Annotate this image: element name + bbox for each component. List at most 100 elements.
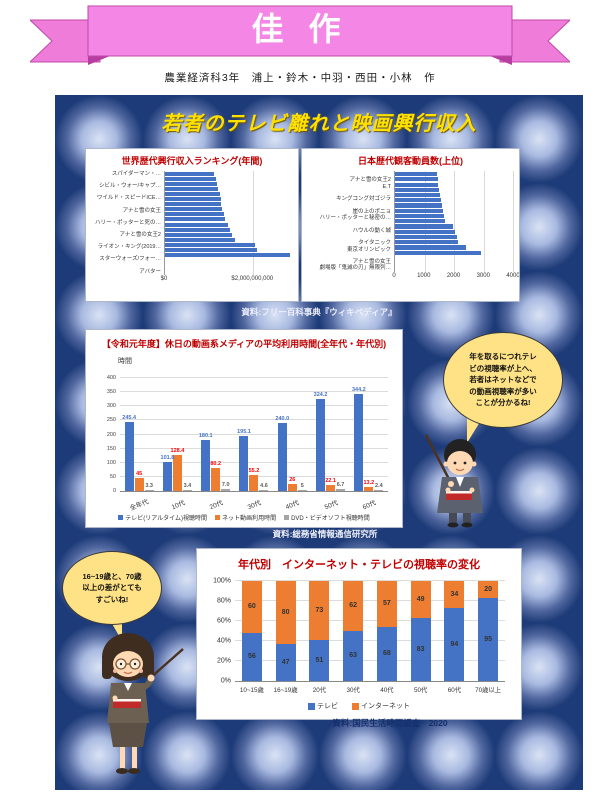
leg [120, 747, 125, 769]
tv-segment: 51 [309, 639, 330, 681]
bar [165, 242, 255, 247]
gridline [235, 640, 505, 641]
bar-slot: 80 47 [269, 581, 303, 681]
bubble-line: 若者はネットなどで [469, 375, 537, 385]
bar-slot: 73 51 [303, 581, 337, 681]
value-label: 6.7 [336, 482, 345, 489]
gridline [235, 620, 505, 621]
bar [395, 172, 437, 177]
eye [453, 461, 457, 465]
bar [395, 182, 439, 187]
ribbon-left-fold [88, 56, 110, 65]
y-tick-label: 80% [216, 597, 231, 605]
bar [165, 232, 232, 237]
x-slot: 全年代 [120, 494, 158, 512]
internet-segment: 20 [478, 581, 499, 599]
category-label: アナと雪の女王2 [349, 177, 391, 184]
y-tick-label: 100 [106, 459, 116, 466]
bar [395, 203, 442, 208]
y-axis-label: 時間 [118, 358, 132, 365]
bar-wrap: 45 [134, 378, 144, 491]
bar-wrap: 4.6 [259, 378, 269, 491]
gridline [483, 171, 485, 272]
bar-wrap: 195.1 [237, 378, 251, 491]
leg [132, 747, 137, 769]
blush [113, 669, 117, 673]
chart-title: 年代別 インターネット・テレビの視聴率の変化 [238, 559, 480, 571]
speech-bubble-left: 16~19歳と、70歳 以上の差がとても すごいね! [62, 551, 162, 625]
ribbon-band [87, 5, 513, 57]
bar-slot: 62 63 [336, 581, 370, 681]
bar-wrap: 240.0 [275, 378, 289, 491]
value-label: 22.1 [325, 477, 336, 484]
bar [395, 187, 440, 192]
category-label: 20代 [312, 687, 327, 694]
bar-group: 195.1 55.2 4.6 [235, 378, 273, 491]
category-label: 50代 [413, 687, 428, 694]
bubble-line: の動画視聴率が多い [469, 386, 537, 396]
bar [354, 393, 364, 491]
bar-wrap: 26 [287, 378, 297, 491]
blush [139, 669, 143, 673]
red-book [446, 491, 472, 500]
bar-group: 101.8 128.4 3.4 [158, 378, 196, 491]
tv-segment: 94 [444, 607, 465, 681]
x-slot: 30代 [235, 494, 273, 512]
tv-segment: 63 [343, 630, 364, 681]
category-label: 30代 [346, 687, 360, 694]
mouth [455, 468, 465, 472]
bar [165, 182, 218, 187]
tv-segment: 47 [275, 644, 296, 681]
hair-side [102, 657, 112, 679]
category-label: ワイルド・スピードICE… [96, 195, 161, 202]
y-tick-label: 0 [112, 488, 116, 494]
bar-wrap: 6.7 [336, 378, 346, 491]
category-label: アナと雪の女王 [122, 207, 161, 214]
hair-side [144, 657, 154, 679]
x-tick-label: 2000 [446, 272, 461, 279]
chart-card-viewing-rate: 年代別 インターネット・テレビの視聴率の変化 0% 20% 40% 60% 80% 100… [196, 548, 522, 720]
gridline [120, 419, 388, 421]
bar [374, 490, 384, 491]
value-label: 5 [300, 482, 304, 489]
bubble-line: 年を取るにつれテレ [469, 351, 537, 361]
category-label: ハリー・ポッターと死の… [94, 219, 161, 226]
category-label: 10~15歳 [239, 687, 264, 694]
ribbon-right-fold [490, 56, 512, 65]
gridline [120, 377, 388, 378]
bar [165, 202, 222, 207]
value-label: 2.4 [375, 483, 383, 490]
category-label: 全年代 [129, 498, 151, 513]
bar [165, 247, 257, 252]
hand [147, 674, 155, 682]
y-tick-label: 50 [109, 473, 116, 480]
bar [316, 399, 326, 491]
category-label: 10代 [170, 499, 186, 512]
bar [259, 489, 269, 491]
bar-group: 240.0 26 5 [273, 378, 311, 491]
bar [326, 484, 336, 491]
internet-segment: 49 [410, 581, 431, 619]
poster-title: 若者のテレビ離れと映画興行収入 [161, 113, 477, 135]
stacked-bar: 80 47 [275, 581, 296, 681]
x-slot: 10代 [158, 494, 196, 512]
bar [297, 489, 307, 491]
bar [395, 245, 466, 250]
male-teacher-illustration [424, 434, 483, 528]
bubble-line: 16~19歳と、70歳 [82, 571, 142, 581]
eye [463, 461, 467, 465]
y-tick-label: 100% [213, 577, 231, 585]
legend: テレビ(リアルタイム)視聴時間 ネット動画利用時間 DVD・ビデオソフト視聴時間 [94, 513, 394, 522]
value-label: 55.2 [248, 468, 260, 475]
bar-wrap: 55.2 [248, 378, 260, 491]
category-label: E.T [382, 183, 391, 190]
chart-card-world-box-office: 世界歴代興行収入ランキング(年間) スパイダーマン・… シビル・ウォー/キャプ… ワ… [85, 148, 299, 302]
bar [165, 187, 219, 192]
value-label: 101.8 [160, 455, 175, 462]
shirt [456, 477, 464, 487]
bar [165, 207, 223, 212]
source-caption-wikipedia: 資料:フリー百科事典『ウィキペディア』 [241, 307, 397, 317]
bar-wrap: 5 [297, 378, 307, 491]
x-tick-label: 4000 [506, 272, 520, 279]
internet-segment: 34 [444, 581, 465, 608]
